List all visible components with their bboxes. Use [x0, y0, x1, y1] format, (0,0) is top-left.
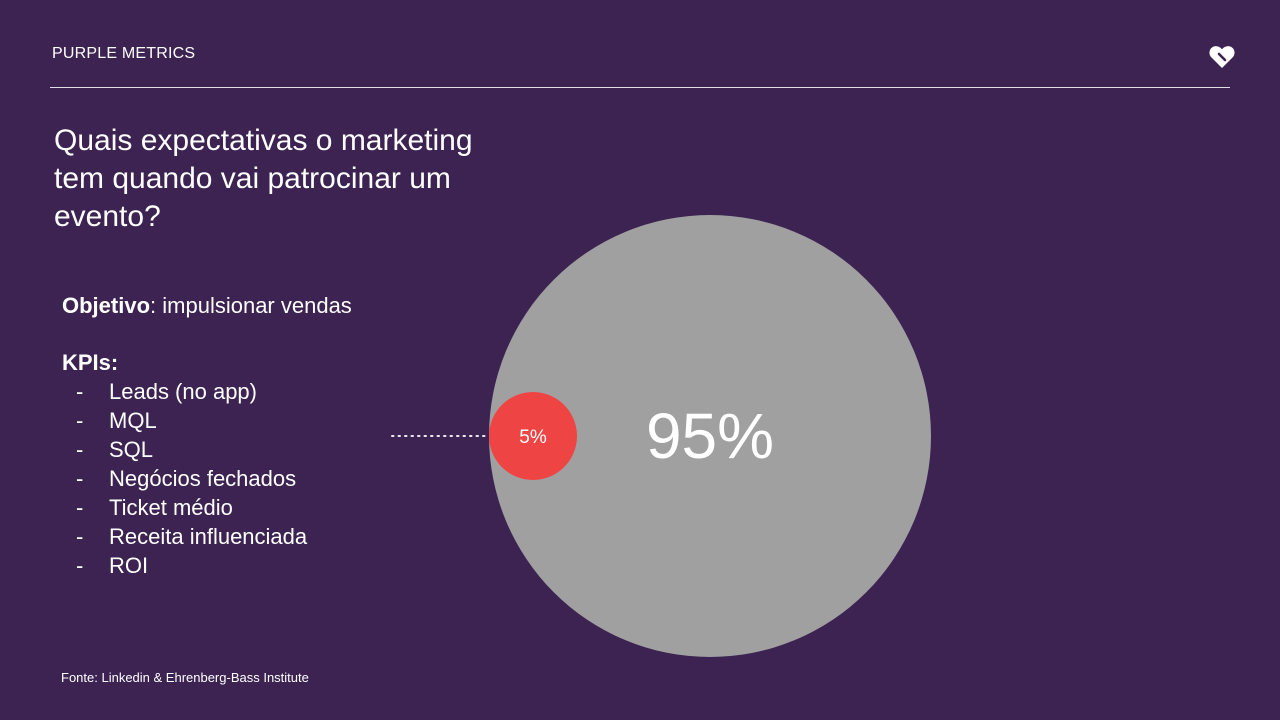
kpi-section: KPIs: - Leads (no app) - MQL - SQL - Negócio… [62, 348, 307, 580]
header-divider [50, 87, 1230, 88]
kpi-label: Negócios fechados [109, 466, 297, 491]
kpi-title: KPIs: [62, 350, 119, 375]
kpi-label: ROI [109, 553, 149, 578]
objective-value: impulsionar vendas [162, 293, 352, 318]
list-dash: - [76, 408, 84, 433]
objective-separator: : [150, 293, 157, 318]
list-dash: - [76, 466, 84, 491]
page-title: Quais expectativas o marketing tem quand… [54, 124, 473, 233]
list-item: - ROI [62, 551, 307, 580]
list-item: - Ticket médio [62, 493, 307, 522]
bubble-large-label: 95% [646, 400, 774, 472]
objective-label: Objetivo [62, 293, 151, 318]
bubble-small [489, 392, 577, 480]
list-dash: - [76, 553, 84, 578]
kpi-label: SQL [109, 437, 154, 462]
heart-logo-icon [1209, 46, 1235, 68]
list-item: - Negócios fechados [62, 464, 307, 493]
kpi-list: - Leads (no app) - MQL - SQL - Negócios fech… [62, 377, 307, 580]
list-dash: - [76, 437, 84, 462]
bubble-large [489, 215, 931, 657]
objective-line: Objetivo: impulsionar vendas [62, 291, 352, 320]
kpi-label: Receita influenciada [109, 524, 308, 549]
brand-name: PURPLE METRICS [52, 45, 196, 62]
list-item: - Receita influenciada [62, 522, 307, 551]
bubble-chart: 95% 5% [391, 215, 931, 657]
kpi-label: Ticket médio [109, 495, 233, 520]
source-note: Fonte: Linkedin & Ehrenberg-Bass Institu… [61, 670, 309, 685]
list-item: - MQL [62, 406, 307, 435]
list-item: - Leads (no app) [62, 377, 307, 406]
list-dash: - [76, 495, 84, 520]
kpi-label: Leads (no app) [109, 379, 257, 404]
kpi-label: MQL [109, 408, 157, 433]
list-dash: - [76, 524, 84, 549]
list-item: - SQL [62, 435, 307, 464]
bubble-small-label: 5% [519, 427, 547, 448]
list-dash: - [76, 379, 84, 404]
